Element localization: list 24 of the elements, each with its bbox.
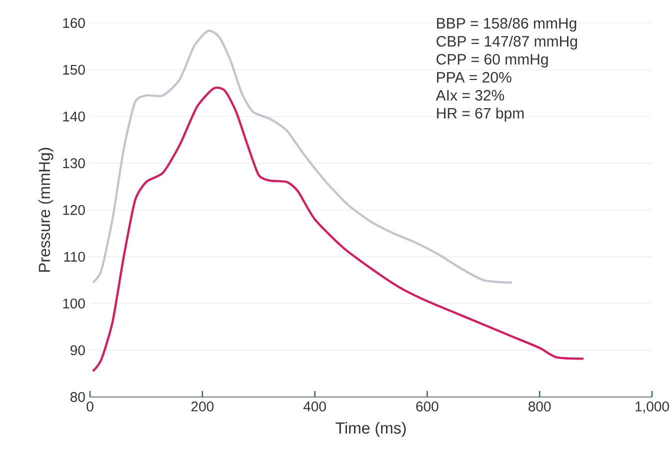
annotation: BBP = 158/86 mmHg — [437, 18, 576, 32]
y-axis-title: Pressure (mmHg) — [38, 148, 54, 272]
y-tick-label: 140 — [63, 112, 85, 122]
annotation: AIx = 32% — [436, 90, 504, 101]
y-tick-label: 130 — [63, 158, 85, 168]
x-axis-title: Time (ms) — [336, 422, 406, 437]
y-tick-label: 160 — [63, 18, 85, 28]
x-tick-label: 400 — [303, 402, 326, 412]
annotation: PPA = 20% — [437, 72, 512, 83]
x-tick-label: 200 — [191, 402, 214, 412]
x-tick-label: 1,000 — [636, 402, 669, 414]
y-tick-label: 110 — [64, 252, 85, 262]
x-tick-label: 600 — [416, 402, 438, 412]
annotation: CBP = 147/87 mmHg — [436, 36, 577, 50]
y-tick-label: 90 — [70, 345, 85, 356]
x-tick-label: 0 — [86, 402, 94, 412]
y-tick-label: 150 — [63, 64, 85, 75]
x-tick-label: 800 — [528, 402, 551, 412]
annotation: CPP = 60 mmHg — [436, 54, 548, 68]
y-tick-label: 80 — [70, 392, 85, 402]
y-tick-label: 120 — [63, 205, 85, 215]
y-tick-label: 100 — [63, 298, 85, 308]
annotation: HR = 67 bpm — [437, 108, 524, 122]
line-series — [92, 86, 585, 372]
